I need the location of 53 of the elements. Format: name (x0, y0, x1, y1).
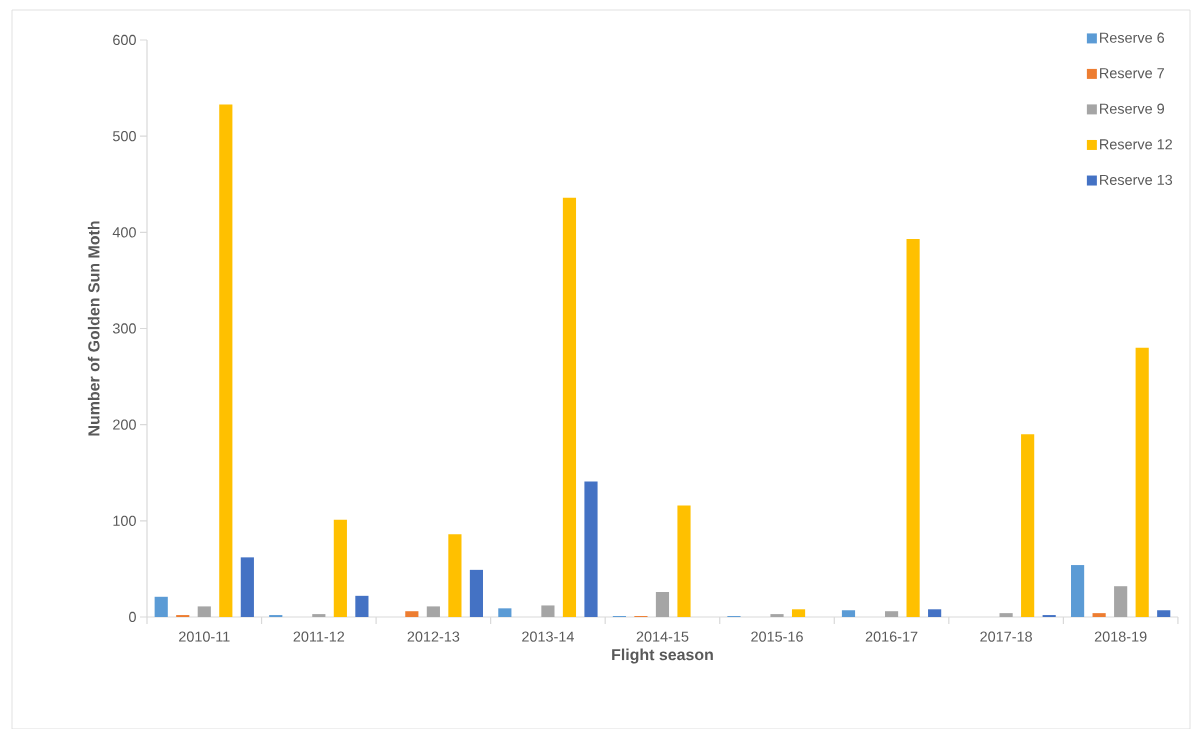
bar (312, 614, 326, 617)
bar (562, 197, 577, 617)
bar (333, 519, 347, 617)
bar (841, 610, 856, 617)
bar (906, 239, 920, 617)
x-tick-label: 2017-18 (980, 631, 1032, 642)
legend-label: Reserve 9 (1100, 103, 1165, 114)
bar (240, 557, 254, 617)
bar (1114, 586, 1128, 617)
bar (197, 606, 211, 617)
bar (1070, 565, 1085, 617)
bar (928, 609, 942, 617)
y-tick-label: 300 (112, 323, 136, 334)
bar (655, 591, 670, 617)
bar (791, 609, 806, 617)
y-tick-label: 100 (113, 515, 136, 526)
x-tick-label: 2011-12 (293, 631, 345, 642)
y-tick-label: 200 (113, 419, 136, 430)
y-tick-label: 0 (129, 611, 136, 623)
legend-label: Reserve 7 (1100, 68, 1164, 79)
bar (541, 605, 555, 617)
bar (677, 505, 691, 617)
y-axis-title: Number of Golden Sun Moth (87, 221, 100, 436)
bar (448, 534, 462, 617)
bar (469, 569, 484, 617)
bar (154, 596, 168, 617)
x-tick-label: 2014-15 (636, 631, 689, 642)
bar (584, 481, 598, 617)
bar (1135, 347, 1149, 617)
bar (884, 611, 899, 617)
bar (405, 611, 419, 617)
y-tick-label: 500 (112, 131, 136, 142)
bar (498, 608, 512, 617)
bar (1092, 613, 1106, 617)
x-tick-label: 2010-11 (179, 631, 230, 642)
y-tick-label: 600 (113, 34, 136, 46)
legend-label: Reserve 12 (1100, 139, 1172, 150)
bar (219, 104, 233, 617)
y-tick-label: 400 (112, 227, 136, 238)
x-tick-label: 2012-13 (407, 631, 460, 642)
x-tick-label: 2015-16 (751, 631, 803, 642)
legend-label: Reserve 13 (1100, 174, 1173, 185)
bar (426, 606, 440, 617)
legend-label: Reserve 6 (1100, 32, 1165, 43)
x-tick-label: 2018-19 (1094, 631, 1147, 642)
bar (999, 613, 1013, 617)
x-tick-label: 2016-17 (865, 631, 918, 642)
x-tick-label: 2013-14 (522, 631, 574, 642)
bar (1021, 434, 1035, 617)
bar (1157, 610, 1171, 617)
bar (355, 595, 369, 617)
bar (770, 614, 784, 617)
x-axis-title: Flight season (612, 648, 713, 664)
